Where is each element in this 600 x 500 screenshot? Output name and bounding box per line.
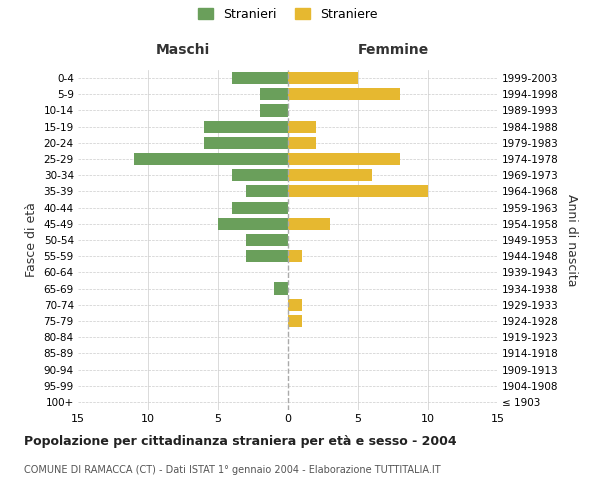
Bar [288, 137, 316, 149]
Bar [246, 186, 288, 198]
Bar [288, 250, 302, 262]
Bar [204, 137, 288, 149]
Bar [274, 282, 288, 294]
Text: Femmine: Femmine [358, 44, 428, 58]
Bar [246, 234, 288, 246]
Legend: Stranieri, Straniere: Stranieri, Straniere [192, 2, 384, 27]
Bar [134, 153, 288, 165]
Y-axis label: Anni di nascita: Anni di nascita [565, 194, 578, 286]
Bar [260, 88, 288, 101]
Text: Popolazione per cittadinanza straniera per età e sesso - 2004: Popolazione per cittadinanza straniera p… [24, 435, 457, 448]
Bar [260, 104, 288, 117]
Text: Maschi: Maschi [156, 44, 210, 58]
Text: COMUNE DI RAMACCA (CT) - Dati ISTAT 1° gennaio 2004 - Elaborazione TUTTITALIA.IT: COMUNE DI RAMACCA (CT) - Dati ISTAT 1° g… [24, 465, 440, 475]
Bar [288, 120, 316, 132]
Bar [232, 72, 288, 84]
Bar [288, 72, 358, 84]
Bar [288, 315, 302, 327]
Bar [288, 169, 372, 181]
Y-axis label: Fasce di età: Fasce di età [25, 202, 38, 278]
Bar [288, 298, 302, 311]
Bar [288, 218, 330, 230]
Bar [232, 169, 288, 181]
Bar [218, 218, 288, 230]
Bar [246, 250, 288, 262]
Bar [288, 153, 400, 165]
Bar [232, 202, 288, 213]
Bar [288, 186, 428, 198]
Bar [288, 88, 400, 101]
Bar [204, 120, 288, 132]
